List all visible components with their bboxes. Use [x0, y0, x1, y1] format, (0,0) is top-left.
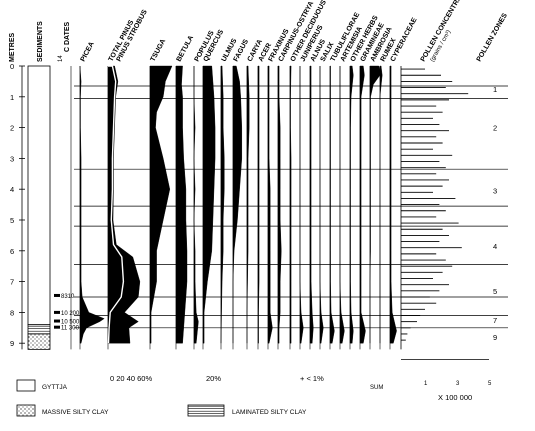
curve-picea: [79, 65, 105, 344]
curve-tubuliflorae: [329, 65, 335, 344]
depth-tick-label-7: 7: [10, 278, 14, 287]
pollen-concentration-bars: [400, 66, 489, 360]
sediment-legend: GYTTJA MASSIVE SILTY CLAY LAMINATED SILT…: [16, 379, 307, 417]
curve-betula: [175, 65, 188, 344]
legend-gyttja-label: GYTTJA: [42, 384, 68, 391]
legend-gyttja-swatch: [16, 379, 36, 392]
c14-marker-2: [54, 319, 60, 323]
curve-carya: [246, 65, 250, 344]
c14-label-0: 8310: [61, 294, 75, 300]
zone-label-6: 9: [493, 333, 497, 342]
c14-label-2: 10 500: [61, 320, 80, 326]
zone-label-2: 3: [493, 187, 497, 196]
curve-total-pinus: [107, 65, 141, 344]
c14-marker-3: [54, 325, 60, 329]
depth-tick-label-1: 1: [10, 93, 14, 102]
pinus-percent-scale: 0 20 40 60%: [110, 374, 152, 383]
curve-pinus-strobus: [107, 65, 125, 344]
depth-tick-label-5: 5: [10, 216, 14, 225]
concentration-tick-5: 5: [488, 381, 492, 387]
header-pollen-zones: POLLEN ZONES: [476, 12, 509, 63]
c14-label-3: 11 300: [61, 326, 80, 332]
legend-laminated-swatch: [187, 404, 225, 417]
zone-label-3: 4: [493, 242, 497, 251]
curve-quercus: [202, 65, 216, 344]
sediment-massive: [27, 333, 51, 350]
legend-massive-label: MASSIVE SILTY CLAY: [42, 409, 109, 416]
depth-tick-label-2: 2: [10, 124, 14, 133]
curve-cyperaceae: [389, 65, 397, 344]
sediment-laminated: [27, 324, 51, 335]
curve-salix: [319, 66, 324, 344]
sediment-gyttja: [27, 65, 51, 326]
depth-tick-label-8: 8: [10, 308, 14, 317]
depth-tick-label-9: 9: [10, 339, 14, 348]
header-sediments: SEDIMENTS: [37, 21, 44, 62]
pollen-zone-labels: 1 2 3 4 5 7 9: [493, 85, 497, 342]
curve-fraxinus: [267, 65, 273, 344]
header-picea: PICEA: [80, 41, 96, 63]
curve-ulmus: [220, 65, 225, 344]
taxon-curves: [79, 65, 397, 350]
curve-acer: [257, 65, 260, 344]
curve-fagus: [232, 65, 242, 344]
zone-label-0: 1: [493, 85, 497, 94]
zone-label-1: 2: [493, 124, 497, 133]
sediment-column: [27, 65, 51, 350]
curve-other-herbs: [349, 65, 354, 344]
concentration-factor: X 100 000: [438, 393, 472, 402]
curve-tsuga: [149, 65, 173, 344]
concentration-tick-3: 3: [456, 381, 460, 387]
depth-tick-label-0: 0: [10, 62, 14, 71]
picea-percent-scale: 20%: [206, 374, 221, 383]
concentration-tick-1: 1: [424, 381, 428, 387]
curve-alnus: [309, 65, 314, 344]
depth-tick-label-3: 3: [10, 154, 14, 163]
curve-rumex: [379, 65, 383, 344]
depth-tick-label-4: 4: [10, 185, 14, 194]
legend-laminated-label: LAMINATED SILTY CLAY: [232, 409, 307, 416]
curve-other-deciduous: [289, 65, 292, 344]
legend-massive-swatch: [16, 404, 36, 417]
header-metres: METRES: [9, 33, 16, 63]
curve-artemisia: [339, 66, 345, 344]
scale-labels: 0 20 40 60% 20% + < 1% SUM 1 3 5 X 100 0…: [110, 374, 492, 402]
curve-ambrosia: [369, 65, 382, 344]
curve-carpinus-ostrya: [277, 65, 282, 344]
curve-juniperus: [299, 66, 304, 344]
c14-marker-0: [54, 293, 60, 297]
c14-label-1: 10 200: [61, 311, 80, 317]
zone-label-5: 7: [493, 316, 497, 325]
header-c14-dates: C DATES: [64, 21, 71, 52]
minor-percent-scale: + < 1%: [300, 374, 324, 383]
zone-label-4: 5: [493, 287, 497, 296]
header-c14-superscript: 14: [58, 55, 64, 62]
curve-populus: [193, 66, 199, 344]
c14-marker-1: [54, 310, 60, 314]
header-betula: BETULA: [176, 35, 196, 63]
header-tsuga: TSUGA: [150, 38, 168, 63]
depth-tick-label-6: 6: [10, 247, 14, 256]
sum-label: SUM: [370, 385, 383, 391]
depth-axis: 0 1 2 3 4 5 6 7 8 9: [10, 62, 25, 350]
curve-gramineae: [359, 65, 366, 344]
